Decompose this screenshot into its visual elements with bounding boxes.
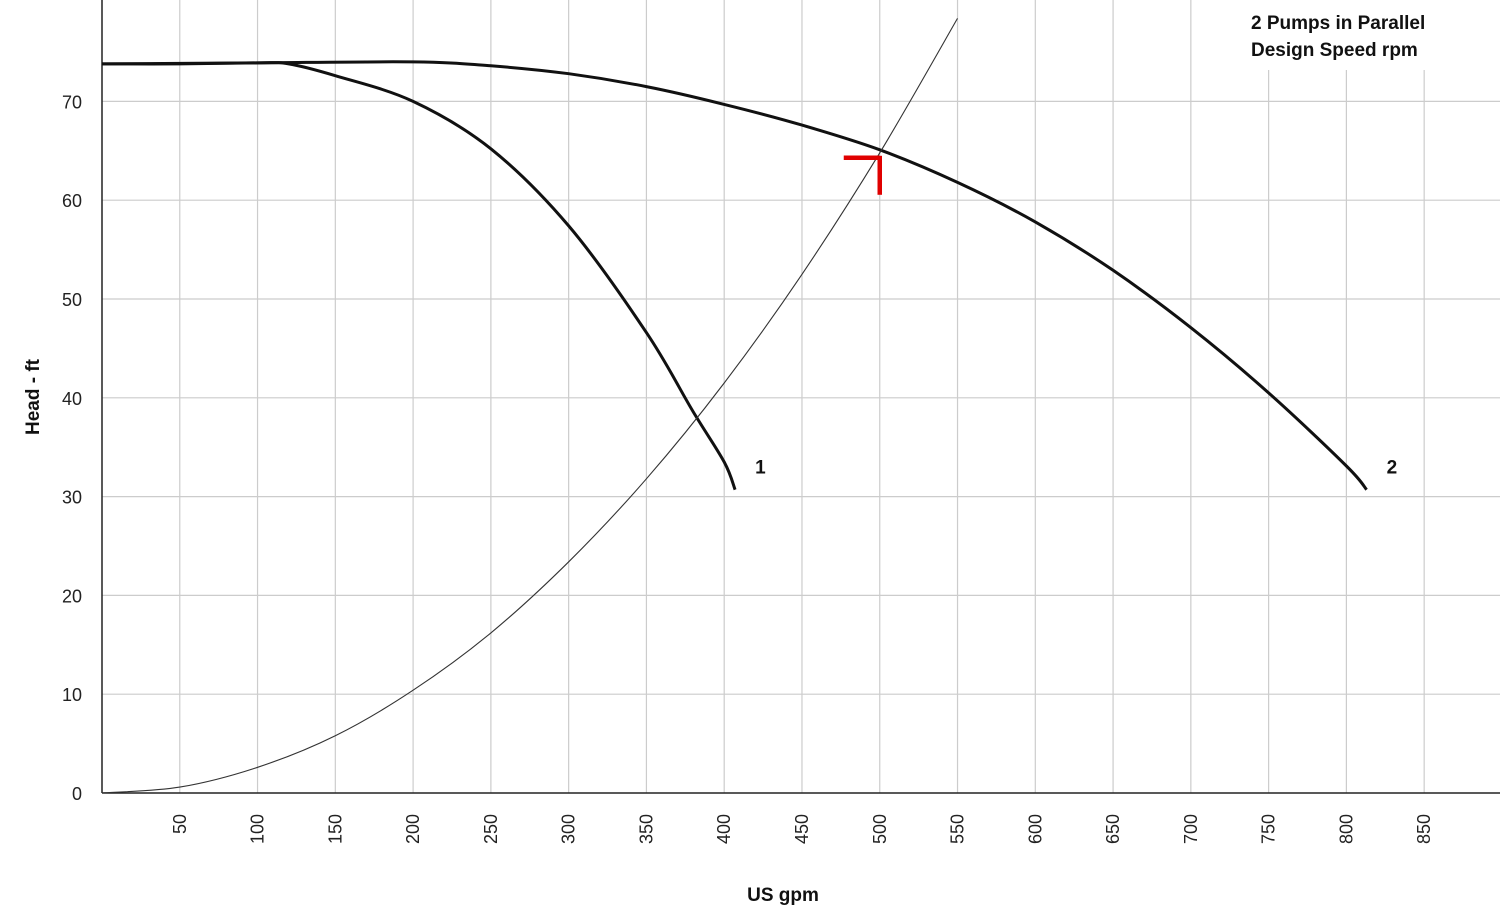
x-axis-title: US gpm: [747, 885, 819, 906]
x-tick-label: 350: [636, 814, 656, 844]
x-tick-label: 450: [792, 814, 812, 844]
axes: [101, 0, 1500, 794]
x-tick-label: 100: [248, 814, 268, 844]
y-axis-title: Head - ft: [23, 358, 44, 435]
y-tick-labels: 0 10 20 30 40 50 60 70: [62, 92, 82, 804]
x-tick-label: 250: [481, 814, 501, 844]
y-tick-label: 30: [62, 488, 82, 508]
operating-point-marker: [843, 155, 882, 195]
grid: [102, 0, 1500, 793]
y-tick-label: 0: [72, 784, 82, 804]
chart-title-line-1: 2 Pumps in Parallel: [1251, 13, 1425, 34]
y-tick-label: 20: [62, 586, 82, 606]
x-tick-label: 400: [714, 814, 734, 844]
y-tick-label: 10: [62, 685, 82, 705]
x-tick-labels: 50 100 150 200 250 300 350 400 450 500 550 600 650 70…: [170, 814, 1434, 844]
y-tick-label: 60: [62, 191, 82, 211]
pump-curve-1-line: [101, 61, 737, 491]
x-tick-label: 550: [948, 814, 968, 844]
y-tick-label: 40: [62, 389, 82, 409]
chart-title-line-2: Design Speed rpm: [1251, 40, 1418, 61]
curve-label-2: 2: [1387, 458, 1398, 479]
y-tick-label: 50: [62, 290, 82, 310]
x-tick-label: 850: [1414, 814, 1434, 844]
y-tick-label: 70: [62, 92, 82, 112]
x-tick-label: 800: [1336, 814, 1356, 844]
x-tick-label: 150: [325, 814, 345, 844]
x-tick-label: 300: [559, 814, 579, 844]
x-tick-label: 600: [1025, 814, 1045, 844]
x-tick-label: 200: [403, 814, 423, 844]
x-tick-label: 500: [870, 814, 890, 844]
system-curve-line: [101, 18, 958, 794]
x-tick-label: 50: [170, 814, 190, 834]
x-tick-label: 650: [1103, 814, 1123, 844]
series: [101, 18, 1368, 794]
curve-label-1: 1: [755, 458, 766, 479]
x-tick-label: 700: [1181, 814, 1201, 844]
x-tick-label: 750: [1259, 814, 1279, 844]
pump-curve-2-line: [101, 60, 1368, 491]
